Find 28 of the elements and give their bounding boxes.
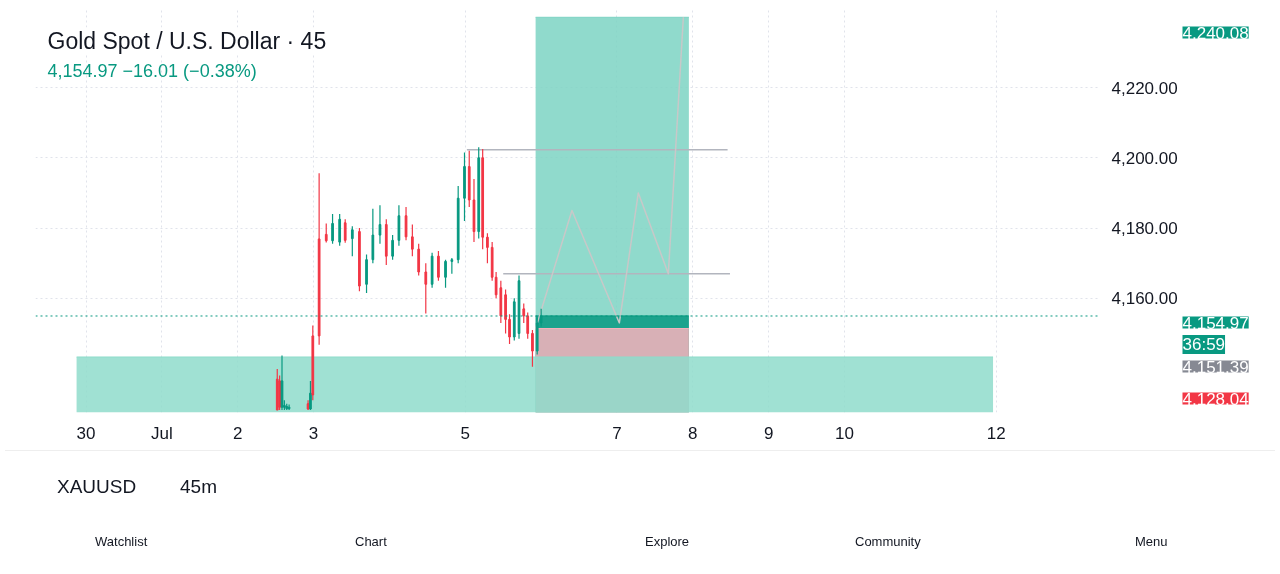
y-tick-label: 4,160.00 xyxy=(1111,289,1178,309)
x-tick-label: 30 xyxy=(76,423,96,443)
y-tick-label: 4,180.00 xyxy=(1111,219,1178,239)
text: Community xyxy=(855,533,921,551)
text: Menu xyxy=(1135,533,1168,551)
text: 4,128.04 xyxy=(1182,389,1249,409)
text: Gold Spot / U.S. Dollar · 45 xyxy=(47,27,327,54)
x-tick-label: 7 xyxy=(612,423,622,443)
text: 4,240.08 xyxy=(1182,23,1249,43)
x-tick-label: Jul xyxy=(151,423,173,443)
y-tick-label: 4,200.00 xyxy=(1111,148,1178,168)
x-tick-label: 9 xyxy=(763,423,774,443)
x-tick-label: 8 xyxy=(688,423,698,443)
text: 45m xyxy=(180,475,217,499)
text: Chart xyxy=(355,533,387,551)
text: 4,154.97 −16.01 (−0.38%) xyxy=(47,60,257,81)
text: Explore xyxy=(645,533,690,551)
text: 4,154.97 xyxy=(1182,313,1249,333)
x-tick-label: 3 xyxy=(308,423,319,443)
text: 4,151.39 xyxy=(1182,357,1249,377)
text: Watchlist xyxy=(95,533,148,551)
text: XAUUSD xyxy=(57,475,137,499)
x-tick-label: 10 xyxy=(835,423,854,443)
x-tick-label: 5 xyxy=(460,423,471,443)
y-tick-label: 4,220.00 xyxy=(1111,78,1178,98)
x-tick-label: 2 xyxy=(233,423,243,443)
x-tick-label: 12 xyxy=(986,423,1006,443)
text: 36:59 xyxy=(1182,335,1226,354)
